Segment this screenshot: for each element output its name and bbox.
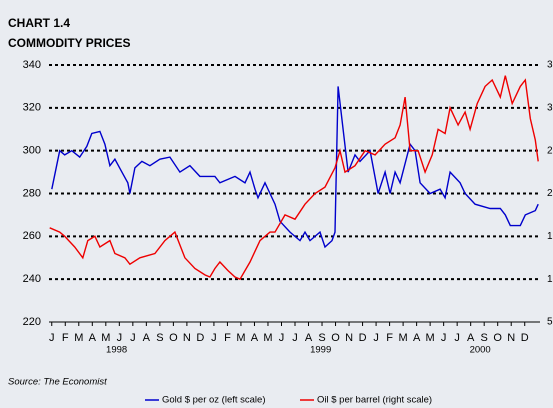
x-tick-label: S (156, 332, 163, 344)
chart-subtitle: COMMODITY PRICES (8, 36, 130, 50)
x-tick-label: A (89, 332, 97, 344)
y-tick-label: 320 (23, 102, 41, 114)
x-tick-label: J (441, 332, 447, 344)
year-label: 2000 (470, 345, 491, 356)
source: Source: The Economist (8, 377, 107, 388)
y2-tick-label: 5 (547, 317, 553, 328)
x-tick-label: N (183, 332, 191, 344)
x-tick-label: F (224, 332, 231, 344)
x-tick-label: J (117, 332, 123, 344)
x-tick-label: S (481, 332, 488, 344)
x-tick-label: J (211, 332, 217, 344)
y-tick-label: 300 (23, 145, 41, 157)
x-tick-label: S (318, 332, 325, 344)
y-tick-label: 260 (23, 230, 41, 242)
series-line (49, 75, 539, 281)
x-tick-label: F (62, 332, 69, 344)
y2-tick-label: 2 (547, 188, 553, 199)
y2-tick-label: 1 (547, 231, 553, 242)
y2-tick-label: 3 (547, 102, 553, 113)
x-tick-label: J (292, 332, 298, 344)
x-tick-label: M (399, 332, 408, 344)
x-tick-label: D (521, 332, 529, 344)
x-tick-label: A (467, 332, 475, 344)
year-label: 1998 (106, 345, 127, 356)
x-tick-label: O (493, 332, 502, 344)
x-tick-label: A (413, 332, 421, 344)
x-tick-label: O (331, 332, 340, 344)
y2-tick-label: 2 (547, 145, 553, 156)
x-tick-label: M (74, 332, 83, 344)
y2-tick-label: 3 (547, 60, 553, 71)
x-tick-label: J (454, 332, 460, 344)
x-tick-label: N (507, 332, 515, 344)
x-tick-label: M (101, 332, 110, 344)
y-tick-label: 240 (23, 273, 41, 285)
y2-tick-label: 1 (547, 274, 553, 285)
y-tick-label: 220 (23, 316, 41, 328)
x-tick-label: F (386, 332, 393, 344)
x-tick-label: A (251, 332, 259, 344)
x-tick-label: O (169, 332, 178, 344)
x-tick-label: A (143, 332, 151, 344)
y-tick-label: 280 (23, 187, 41, 199)
x-tick-label: J (373, 332, 379, 344)
x-tick-label: D (196, 332, 204, 344)
x-tick-label: A (305, 332, 313, 344)
chart-title: CHART 1.4 (8, 16, 70, 30)
legend-label: Gold $ per oz (left scale) (162, 395, 266, 406)
x-tick-label: M (263, 332, 272, 344)
year-label: 1999 (310, 345, 331, 356)
x-tick-label: M (236, 332, 245, 344)
x-tick-label: D (359, 332, 367, 344)
y-tick-label: 340 (23, 59, 41, 71)
x-tick-label: J (130, 332, 136, 344)
series-line (51, 86, 539, 249)
legend-label: Oil $ per barrel (right scale) (317, 395, 432, 406)
x-tick-label: N (345, 332, 353, 344)
x-tick-label: M (426, 332, 435, 344)
x-tick-label: J (279, 332, 285, 344)
x-tick-label: J (49, 332, 55, 344)
